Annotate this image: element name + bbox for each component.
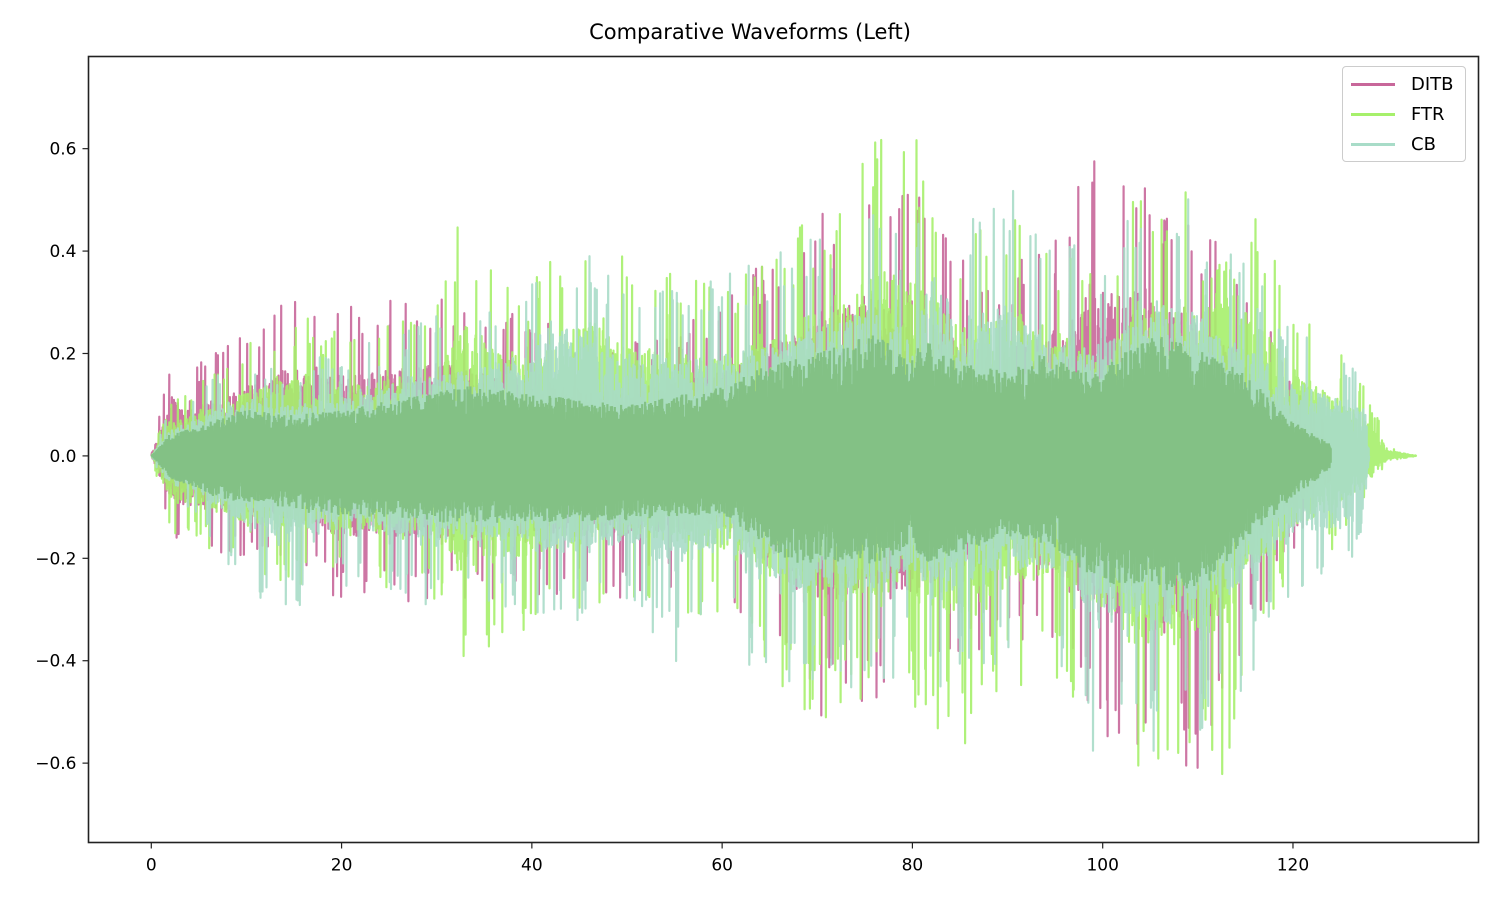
legend-swatch-cb <box>1351 142 1395 146</box>
legend-item-cb: CB <box>1351 129 1436 159</box>
waveform-series-group <box>150 138 1418 776</box>
legend-label: DITB <box>1411 73 1454 95</box>
legend: DITB FTR CB <box>1342 66 1466 162</box>
x-tick-label: 40 <box>521 856 543 876</box>
x-tick-label: 80 <box>902 856 924 876</box>
x-tick-label: 60 <box>711 856 733 876</box>
legend-swatch-ftr <box>1351 112 1395 116</box>
legend-swatch-ditb <box>1351 82 1395 86</box>
chart-title: Comparative Waveforms (Left) <box>589 20 911 44</box>
y-tick-label: 0.4 <box>49 242 76 262</box>
x-tick-label: 100 <box>1086 856 1118 876</box>
y-tick-label: −0.2 <box>35 549 76 569</box>
legend-label: CB <box>1411 133 1436 155</box>
x-tick-label: 20 <box>331 856 353 876</box>
y-tick-label: 0.6 <box>49 140 76 160</box>
legend-item-ftr: FTR <box>1351 99 1445 129</box>
y-tick-label: −0.6 <box>35 754 76 774</box>
waveform-overlap-core <box>150 335 1332 591</box>
y-tick-label: 0.0 <box>49 447 76 467</box>
y-tick-label: −0.4 <box>35 652 76 672</box>
legend-item-ditb: DITB <box>1351 69 1454 99</box>
x-axis: 0 20 40 60 80 100 120 <box>146 842 1309 876</box>
y-axis: −0.6 −0.4 −0.2 0.0 0.2 0.4 0.6 <box>35 140 89 774</box>
x-tick-label: 0 <box>146 856 157 876</box>
y-tick-label: 0.2 <box>49 344 76 364</box>
axes-frame <box>87 55 1480 844</box>
x-tick-label: 120 <box>1277 856 1309 876</box>
legend-label: FTR <box>1411 103 1445 125</box>
